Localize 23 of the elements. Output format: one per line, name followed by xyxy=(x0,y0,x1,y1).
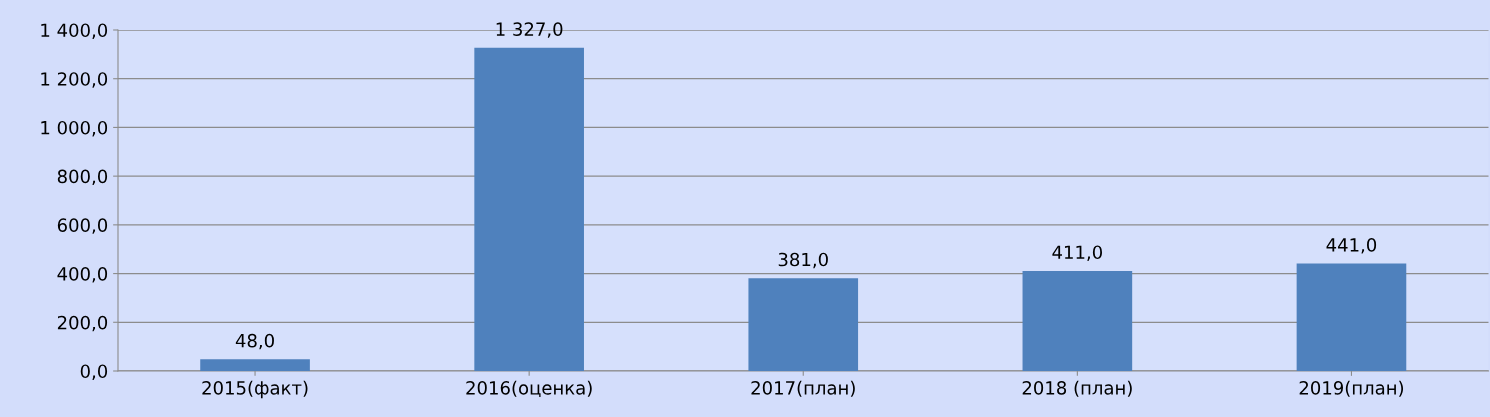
y-tick-label: 800,0 xyxy=(57,169,108,186)
y-tick-label: 1 200,0 xyxy=(41,72,108,88)
data-label: 1 327,0 xyxy=(496,22,563,38)
y-tick-label: 200,0 xyxy=(57,315,108,332)
bar xyxy=(748,278,859,371)
y-tick-label: 400,0 xyxy=(57,267,108,283)
bar xyxy=(1296,263,1407,371)
data-label: 441,0 xyxy=(1326,238,1377,254)
y-tick-label: 1 000,0 xyxy=(41,120,108,137)
bar xyxy=(474,47,584,371)
data-label: 381,0 xyxy=(778,252,828,269)
y-tick-label: 1 400,0 xyxy=(41,23,108,39)
x-tick-label: 2019(план) xyxy=(1299,380,1404,397)
bar xyxy=(200,359,310,371)
y-tick-label: 0,0 xyxy=(80,364,108,380)
data-label: 411,0 xyxy=(1052,245,1102,261)
data-label: 48,0 xyxy=(235,333,274,350)
x-tick-label: 2015(факт) xyxy=(202,380,308,399)
x-tick-label: 2018 (план) xyxy=(1022,380,1132,397)
x-tick-label: 2016(оценка) xyxy=(466,380,592,397)
bar xyxy=(1022,270,1133,371)
x-tick-label: 2017(план) xyxy=(751,380,855,397)
y-tick-label: 600,0 xyxy=(57,218,108,234)
